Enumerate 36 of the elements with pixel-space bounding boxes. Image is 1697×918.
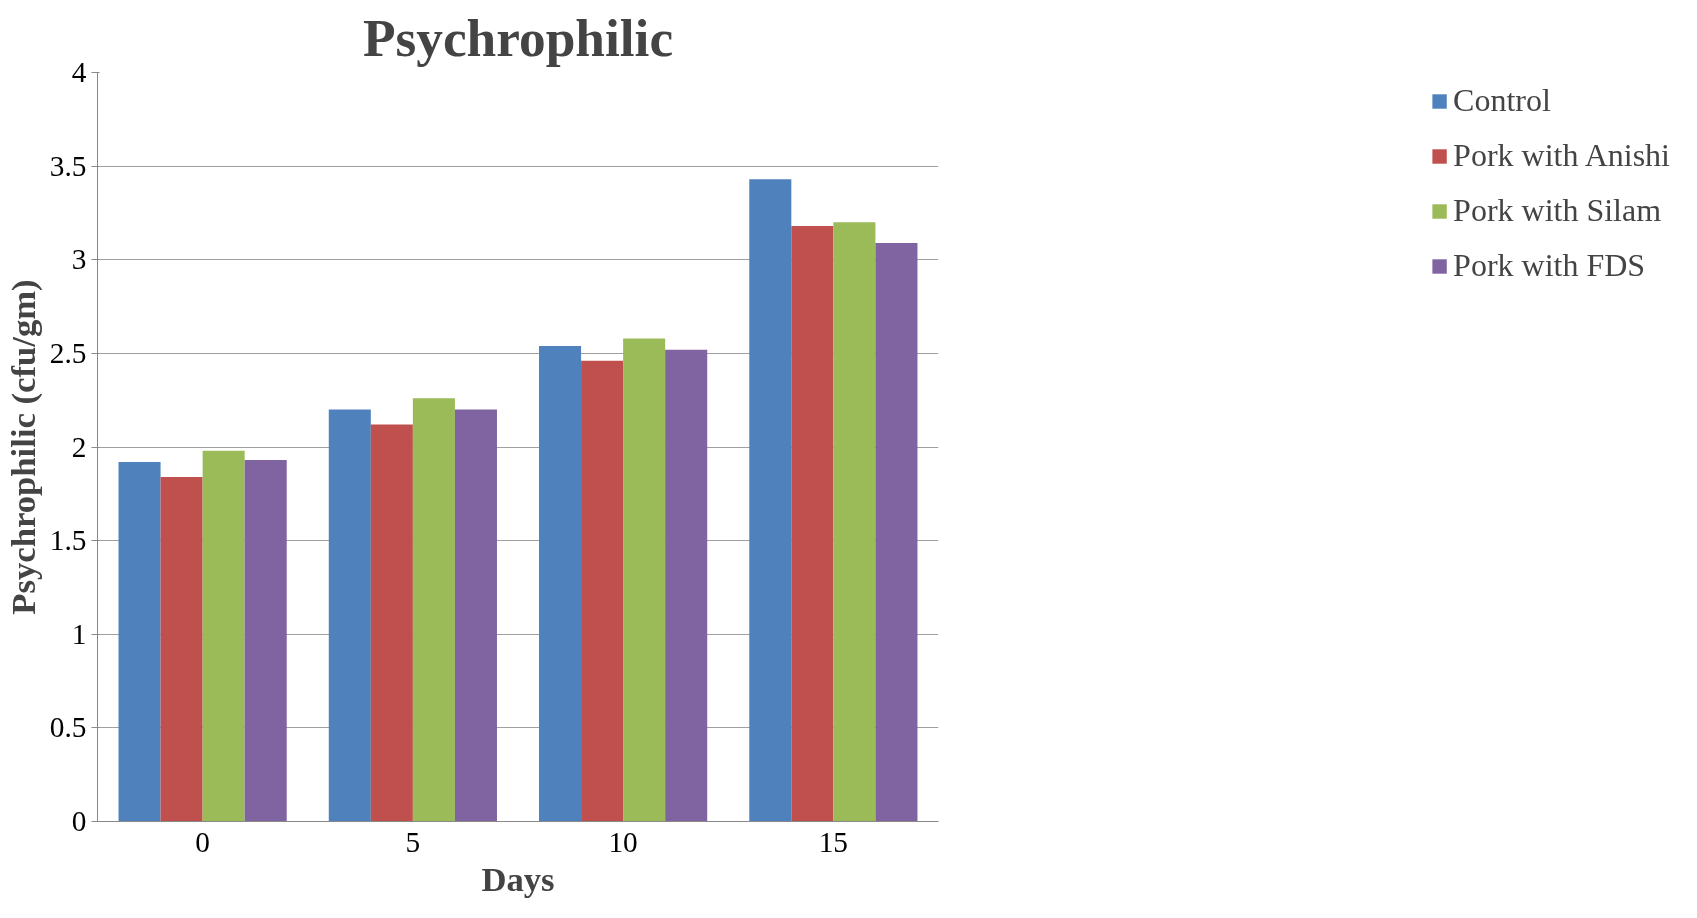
x-tick-label: 10 (608, 825, 638, 858)
y-axis-title: Psychrophilic (cfu/gm) (3, 279, 43, 615)
bar (623, 338, 666, 822)
x-axis-title: Days (481, 859, 555, 898)
legend-label: Pork with FDS (1453, 247, 1646, 284)
bar (581, 360, 624, 822)
bar (328, 409, 371, 822)
bar (749, 179, 792, 822)
bar (665, 349, 708, 822)
bar (539, 345, 582, 822)
bar (875, 242, 918, 822)
y-tick-label: 2.5 (49, 336, 87, 369)
bar (833, 222, 876, 822)
legend-label: Control (1453, 82, 1551, 119)
y-tick-label: 0.5 (49, 711, 87, 744)
bar (791, 226, 834, 822)
x-tick-label: 0 (195, 825, 210, 858)
bar (202, 450, 245, 822)
y-tick-label: 4 (71, 56, 87, 88)
y-tick-label: 1.5 (49, 524, 87, 557)
bar (160, 476, 203, 822)
bar (118, 461, 161, 822)
legend-label: Pork with Anishi (1453, 137, 1670, 174)
y-tick-label: 2 (71, 430, 87, 463)
bar (454, 409, 497, 822)
bar (244, 460, 287, 822)
y-tick-label: 3 (71, 243, 87, 276)
y-tick-label: 1 (71, 617, 87, 650)
legend-label: Pork with Silam (1453, 192, 1662, 229)
bar (412, 398, 455, 822)
x-tick-label: 5 (405, 825, 421, 858)
x-tick-label: 15 (818, 825, 849, 858)
y-tick-label: 3.5 (49, 149, 87, 182)
bar (370, 424, 413, 822)
y-tick-label: 0 (71, 805, 87, 837)
chart-title: Psychrophilic (362, 7, 674, 68)
